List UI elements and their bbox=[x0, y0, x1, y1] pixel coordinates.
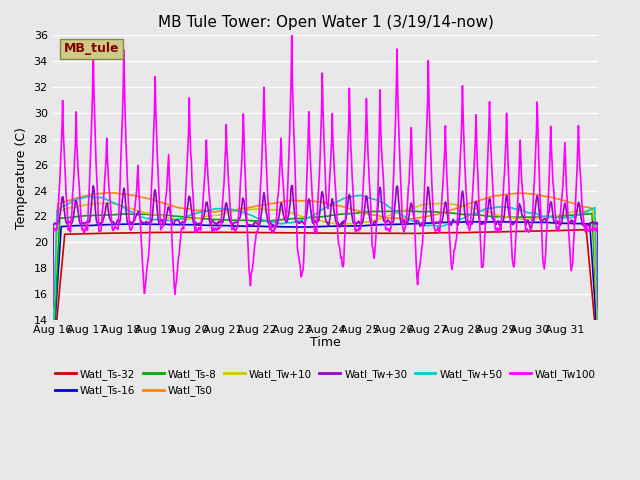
Watl_Tw+50 bbox=[413, 220, 420, 226]
Watl_Tw100 bbox=[241, 160, 248, 166]
Watl_Ts-8 bbox=[382, 209, 390, 215]
Watl_Tw+30 bbox=[213, 220, 221, 226]
Watl_Tw+10 bbox=[104, 200, 112, 206]
Watl_Tw+50 bbox=[261, 217, 269, 223]
Watl_Ts-32 bbox=[580, 227, 588, 233]
Watl_Ts0 bbox=[262, 202, 269, 207]
Watl_Ts-8 bbox=[240, 217, 248, 223]
Watl_Ts-16 bbox=[382, 222, 390, 228]
Watl_Tw+10 bbox=[214, 212, 221, 218]
Watl_Tw+10 bbox=[241, 207, 248, 213]
Watl_Ts-32 bbox=[113, 230, 120, 236]
Watl_Tw100 bbox=[383, 226, 391, 231]
Watl_Ts-8 bbox=[401, 208, 409, 214]
Watl_Tw+50 bbox=[213, 206, 221, 212]
Watl_Ts0 bbox=[106, 190, 114, 196]
Watl_Ts0 bbox=[413, 215, 420, 221]
X-axis label: Time: Time bbox=[310, 336, 341, 349]
Line: Watl_Tw100: Watl_Tw100 bbox=[52, 36, 598, 294]
Watl_Ts-16 bbox=[240, 223, 248, 229]
Watl_Ts-8 bbox=[413, 208, 420, 214]
Line: Watl_Ts0: Watl_Ts0 bbox=[52, 193, 598, 346]
Watl_Tw+30 bbox=[595, 304, 602, 310]
Line: Watl_Tw+50: Watl_Tw+50 bbox=[52, 195, 598, 357]
Watl_Ts0 bbox=[214, 209, 221, 215]
Watl_Tw100 bbox=[595, 227, 602, 232]
Watl_Ts-8 bbox=[49, 357, 56, 363]
Line: Watl_Tw+10: Watl_Tw+10 bbox=[52, 203, 598, 348]
Watl_Tw+10 bbox=[595, 342, 602, 348]
Watl_Ts-32 bbox=[261, 230, 269, 236]
Watl_Ts0 bbox=[113, 191, 121, 196]
Watl_Ts-32 bbox=[595, 359, 602, 364]
Watl_Tw+30 bbox=[113, 219, 120, 225]
Watl_Tw+30 bbox=[261, 194, 269, 200]
Watl_Ts-16 bbox=[113, 222, 120, 228]
Watl_Ts-32 bbox=[213, 229, 221, 235]
Watl_Ts-16 bbox=[261, 224, 269, 229]
Legend: Watl_Ts-32, Watl_Ts-16, Watl_Ts-8, Watl_Ts0, Watl_Tw+10, Watl_Tw+30, Watl_Tw+50,: Watl_Ts-32, Watl_Ts-16, Watl_Ts-8, Watl_… bbox=[51, 365, 600, 400]
Watl_Tw+30 bbox=[383, 219, 390, 225]
Watl_Ts-8 bbox=[595, 340, 602, 346]
Watl_Ts-16 bbox=[412, 221, 420, 227]
Watl_Tw+50 bbox=[240, 210, 248, 216]
Watl_Tw+10 bbox=[413, 204, 420, 210]
Text: MB_tule: MB_tule bbox=[63, 42, 119, 55]
Watl_Tw+30 bbox=[288, 182, 296, 188]
Watl_Ts-8 bbox=[113, 212, 120, 217]
Line: Watl_Ts-32: Watl_Ts-32 bbox=[52, 230, 598, 364]
Line: Watl_Tw+30: Watl_Tw+30 bbox=[52, 185, 598, 307]
Watl_Ts-32 bbox=[49, 361, 56, 367]
Watl_Ts-16 bbox=[495, 219, 502, 225]
Watl_Ts-32 bbox=[240, 229, 248, 235]
Watl_Tw+30 bbox=[49, 304, 56, 310]
Line: Watl_Ts-16: Watl_Ts-16 bbox=[52, 222, 598, 359]
Watl_Tw100 bbox=[288, 33, 296, 38]
Y-axis label: Temperature (C): Temperature (C) bbox=[15, 127, 28, 228]
Watl_Tw+50 bbox=[357, 192, 365, 198]
Watl_Tw+50 bbox=[113, 201, 120, 207]
Watl_Tw+50 bbox=[595, 326, 602, 332]
Watl_Ts-32 bbox=[382, 230, 390, 236]
Watl_Tw+30 bbox=[240, 198, 248, 204]
Watl_Tw+10 bbox=[49, 345, 56, 350]
Watl_Tw100 bbox=[49, 223, 56, 229]
Watl_Ts0 bbox=[241, 205, 248, 211]
Watl_Ts-16 bbox=[49, 356, 56, 361]
Watl_Ts0 bbox=[383, 215, 390, 220]
Watl_Tw100 bbox=[214, 225, 221, 230]
Watl_Ts0 bbox=[595, 343, 602, 348]
Watl_Tw+30 bbox=[413, 218, 420, 224]
Watl_Ts-16 bbox=[213, 223, 221, 228]
Line: Watl_Ts-8: Watl_Ts-8 bbox=[52, 211, 598, 360]
Watl_Ts-32 bbox=[412, 230, 420, 236]
Watl_Ts-16 bbox=[595, 354, 602, 360]
Title: MB Tule Tower: Open Water 1 (3/19/14-now): MB Tule Tower: Open Water 1 (3/19/14-now… bbox=[157, 15, 493, 30]
Watl_Tw100 bbox=[113, 226, 120, 231]
Watl_Tw+10 bbox=[383, 214, 390, 219]
Watl_Ts0 bbox=[49, 341, 56, 347]
Watl_Tw+50 bbox=[383, 202, 390, 208]
Watl_Tw100 bbox=[414, 282, 422, 288]
Watl_Tw100 bbox=[171, 291, 179, 297]
Watl_Ts-8 bbox=[213, 216, 221, 222]
Watl_Tw+50 bbox=[49, 354, 56, 360]
Watl_Tw+10 bbox=[262, 206, 269, 212]
Watl_Tw+10 bbox=[113, 202, 121, 207]
Watl_Tw100 bbox=[262, 139, 269, 145]
Watl_Ts-8 bbox=[261, 218, 269, 224]
